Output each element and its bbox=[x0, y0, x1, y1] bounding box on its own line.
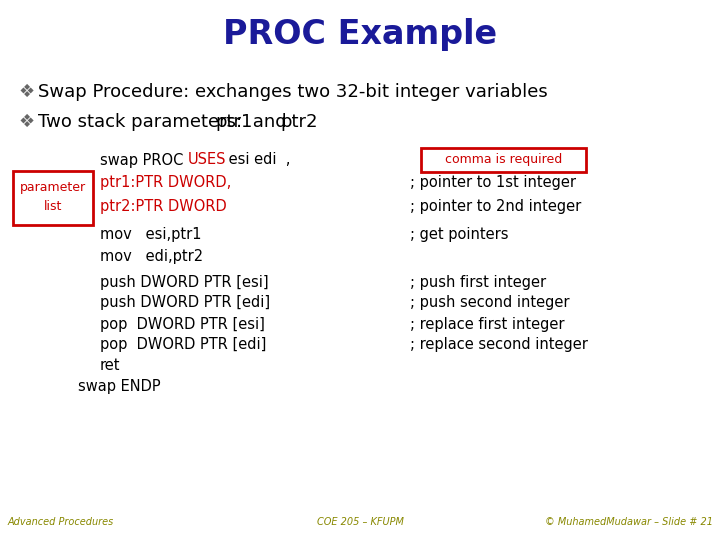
Text: mov   esi,ptr1: mov esi,ptr1 bbox=[100, 227, 202, 242]
Text: and: and bbox=[247, 113, 292, 131]
Text: ptr2: ptr2 bbox=[280, 113, 318, 131]
Text: pop  DWORD PTR [edi]: pop DWORD PTR [edi] bbox=[100, 338, 266, 353]
Text: ptr1:PTR DWORD,: ptr1:PTR DWORD, bbox=[100, 174, 231, 190]
FancyBboxPatch shape bbox=[421, 148, 586, 172]
Text: pop  DWORD PTR [esi]: pop DWORD PTR [esi] bbox=[100, 316, 265, 332]
Text: esi edi  ,: esi edi , bbox=[224, 152, 290, 167]
Text: Advanced Procedures: Advanced Procedures bbox=[7, 517, 114, 527]
Text: ; replace first integer: ; replace first integer bbox=[410, 316, 564, 332]
Text: ; push second integer: ; push second integer bbox=[410, 295, 570, 310]
Text: ; get pointers: ; get pointers bbox=[410, 227, 508, 242]
Text: ; replace second integer: ; replace second integer bbox=[410, 338, 588, 353]
Text: ; pointer to 2nd integer: ; pointer to 2nd integer bbox=[410, 199, 581, 213]
Text: push DWORD PTR [edi]: push DWORD PTR [edi] bbox=[100, 295, 270, 310]
Text: swap ENDP: swap ENDP bbox=[78, 380, 161, 395]
Text: list: list bbox=[44, 200, 62, 213]
Text: PROC Example: PROC Example bbox=[223, 18, 497, 51]
Text: Swap Procedure: exchanges two 32-bit integer variables: Swap Procedure: exchanges two 32-bit int… bbox=[38, 83, 548, 101]
Text: COE 205 – KFUPM: COE 205 – KFUPM bbox=[317, 517, 403, 527]
Text: ❖: ❖ bbox=[18, 83, 34, 101]
Text: © MuhamedMudawar – Slide # 21: © MuhamedMudawar – Slide # 21 bbox=[545, 517, 713, 527]
Text: ptr2:PTR DWORD: ptr2:PTR DWORD bbox=[100, 199, 227, 213]
Text: ; pointer to 1st integer: ; pointer to 1st integer bbox=[410, 174, 576, 190]
Text: push DWORD PTR [esi]: push DWORD PTR [esi] bbox=[100, 274, 269, 289]
Text: ptr1: ptr1 bbox=[215, 113, 253, 131]
Text: comma is required: comma is required bbox=[445, 153, 562, 166]
Text: parameter: parameter bbox=[20, 181, 86, 194]
Text: USES: USES bbox=[188, 152, 227, 167]
Text: mov   edi,ptr2: mov edi,ptr2 bbox=[100, 248, 203, 264]
Text: swap PROC: swap PROC bbox=[100, 152, 188, 167]
Text: ❖: ❖ bbox=[18, 113, 34, 131]
FancyBboxPatch shape bbox=[13, 171, 93, 225]
Text: ; push first integer: ; push first integer bbox=[410, 274, 546, 289]
Text: ret: ret bbox=[100, 359, 120, 374]
Text: Two stack parameters:: Two stack parameters: bbox=[38, 113, 248, 131]
